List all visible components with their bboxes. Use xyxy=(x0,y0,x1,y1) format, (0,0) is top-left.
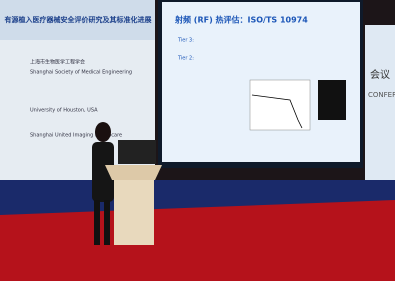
slide-bullet: Tier 2: xyxy=(177,56,194,62)
right-banner xyxy=(365,25,395,185)
slide-plot xyxy=(250,80,310,130)
laptop xyxy=(118,140,156,164)
podium xyxy=(114,180,154,245)
right-title: 会议 xyxy=(370,68,390,81)
person-head xyxy=(95,122,111,142)
slide-title: 射频 (RF) 热评估：ISO/TS 10974 xyxy=(174,15,308,25)
person-leg xyxy=(94,200,100,245)
banner-line: University of Houston, USA xyxy=(30,108,98,114)
slide-image xyxy=(318,80,346,120)
banner-line: 上海市生物医学工程学会 xyxy=(30,59,85,66)
slide-bullet: Tier 3: xyxy=(177,38,194,44)
banner-line: Shanghai Society of Medical Engineering xyxy=(30,70,132,76)
person-leg xyxy=(104,200,110,245)
scene: 有源植入医疗器械安全评价研究及其标准化进展 上海市生物医学工程学会 Shangh… xyxy=(0,0,395,281)
banner-title: 有源植入医疗器械安全评价研究及其标准化进展 xyxy=(5,15,153,24)
right-subtitle: CONFER xyxy=(368,91,395,99)
podium-top xyxy=(105,165,162,180)
